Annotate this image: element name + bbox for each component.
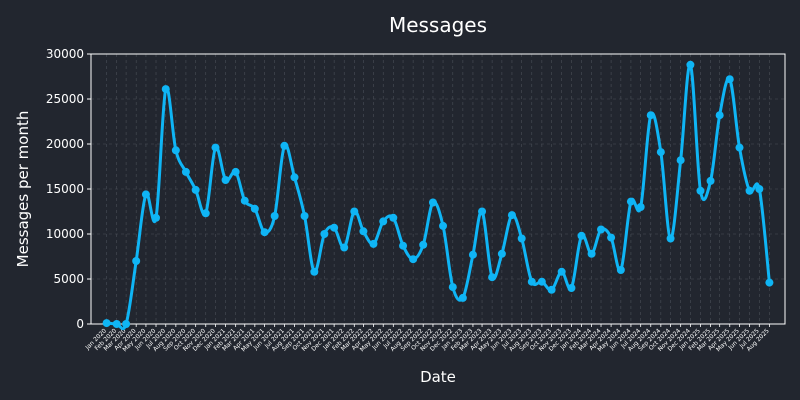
data-point: [448, 283, 457, 292]
data-point: [389, 213, 398, 222]
data-point: [656, 148, 665, 157]
data-point: [330, 223, 339, 232]
data-point: [260, 228, 269, 237]
data-point: [231, 167, 240, 176]
data-point: [211, 143, 220, 152]
data-point: [646, 111, 655, 120]
y-tick-label: 0: [76, 317, 84, 331]
data-point: [507, 211, 516, 220]
x-axis-label: Date: [420, 368, 456, 386]
data-point: [607, 233, 616, 242]
data-point: [201, 209, 210, 218]
data-point: [181, 167, 190, 176]
data-point: [132, 257, 141, 265]
data-point: [468, 250, 477, 259]
data-point: [152, 213, 161, 222]
data-point: [270, 212, 279, 220]
data-point: [350, 207, 359, 216]
y-tick-label: 30000: [46, 47, 84, 61]
data-point: [379, 217, 388, 226]
data-point: [112, 320, 121, 328]
data-point: [735, 143, 744, 152]
data-point: [676, 156, 685, 165]
data-point: [567, 284, 576, 292]
data-point: [171, 146, 180, 155]
data-point: [547, 285, 556, 294]
series: [102, 60, 774, 331]
data-point: [666, 234, 675, 243]
data-point: [557, 267, 566, 276]
grid: [91, 53, 785, 325]
data-point: [577, 231, 586, 240]
data-point: [240, 196, 249, 205]
data-point: [597, 225, 606, 234]
data-point: [419, 240, 428, 249]
data-point: [399, 241, 408, 250]
data-point: [616, 266, 625, 274]
data-point: [369, 239, 378, 248]
data-point: [745, 186, 754, 195]
data-point: [696, 186, 705, 195]
y-axis-label: Messages per month: [14, 111, 32, 268]
data-point: [439, 221, 448, 230]
data-point: [686, 60, 695, 69]
data-point: [497, 249, 506, 258]
data-point: [340, 243, 349, 252]
data-point: [725, 75, 734, 84]
data-point: [626, 197, 635, 206]
data-point: [428, 198, 437, 207]
y-tick-label: 15000: [46, 182, 84, 196]
y-axis: 0 5000 10000 15000 20000 25000 30000: [46, 47, 91, 331]
data-point: [755, 185, 764, 193]
data-point: [102, 319, 111, 328]
data-point: [300, 212, 309, 220]
data-point: [141, 190, 150, 199]
data-point: [359, 227, 368, 236]
data-point: [478, 207, 487, 216]
data-point: [250, 204, 259, 213]
data-point: [320, 230, 329, 238]
data-point: [191, 185, 200, 194]
data-point: [706, 176, 715, 185]
chart-title: Messages: [389, 13, 487, 37]
data-point: [161, 85, 170, 94]
data-point: [636, 203, 645, 211]
data-point: [587, 249, 596, 258]
data-point: [527, 277, 536, 286]
y-tick-label: 25000: [46, 92, 84, 106]
y-tick-label: 10000: [46, 227, 84, 241]
data-point: [290, 173, 299, 182]
data-point: [488, 273, 497, 282]
data-point: [310, 267, 319, 276]
data-point: [715, 111, 724, 120]
data-point: [122, 320, 131, 328]
y-tick-label: 20000: [46, 137, 84, 151]
data-point: [280, 141, 289, 150]
y-tick-label: 5000: [53, 272, 84, 286]
data-point: [537, 277, 546, 286]
data-point: [765, 278, 774, 287]
data-point: [221, 176, 230, 184]
data-point: [517, 234, 526, 243]
data-point: [458, 293, 467, 302]
data-point: [409, 255, 418, 264]
